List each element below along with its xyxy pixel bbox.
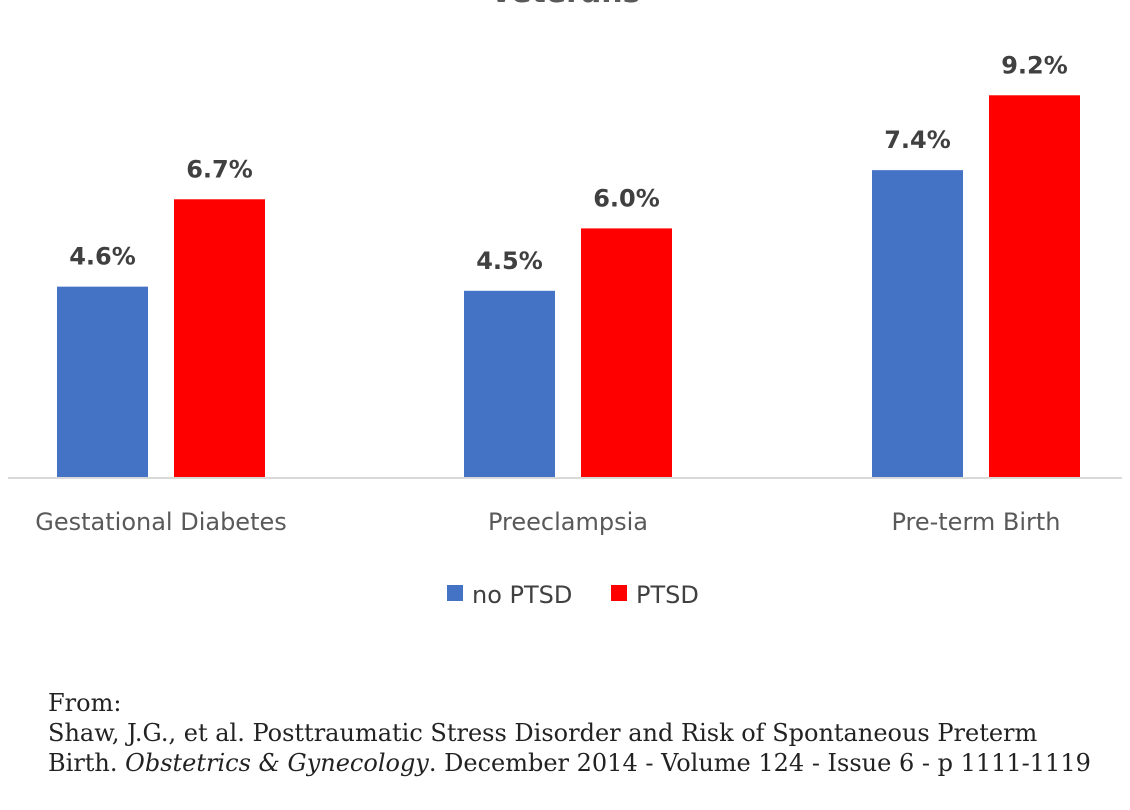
data-labels-layer: 4.6% 6.7% 4.5% 6.0% 7.4% 9.2% [69, 51, 1068, 275]
category-label-2: Pre-term Birth [891, 508, 1060, 536]
data-label-no-ptsd-0: 4.6% [69, 243, 136, 271]
citation-line-2-end: . December 2014 - Volume 124 - Issue 6 -… [428, 749, 1091, 777]
legend: no PTSD PTSD [447, 581, 699, 609]
citation-line-1: Shaw, J.G., et al. Posttraumatic Stress … [48, 719, 1038, 747]
data-label-ptsd-2: 9.2% [1001, 51, 1068, 79]
legend-swatch-no-ptsd [447, 585, 463, 601]
data-label-no-ptsd-2: 7.4% [884, 126, 951, 154]
bar-chart: Veterans 4.6% 6.7% 4.5% 6.0% 7.4% 9.2% Gestat… [8, 0, 1122, 609]
legend-label-no-ptsd: no PTSD [472, 581, 572, 609]
category-label-1: Preeclampsia [488, 508, 648, 536]
bar-no-ptsd-2 [872, 170, 963, 478]
category-labels-layer: Gestational Diabetes Preeclampsia Pre-term… [35, 508, 1060, 536]
bars-layer [57, 95, 1080, 478]
data-label-no-ptsd-1: 4.5% [476, 247, 543, 275]
legend-label-ptsd: PTSD [636, 581, 699, 609]
citation-line-2-start: Birth. [48, 749, 126, 777]
citation: From: Shaw, J.G., et al. Posttraumatic S… [48, 688, 1118, 778]
category-label-0: Gestational Diabetes [35, 508, 287, 536]
bar-ptsd-1 [581, 228, 672, 478]
chart-title: Veterans [490, 0, 641, 10]
data-label-ptsd-1: 6.0% [593, 184, 660, 212]
bar-ptsd-2 [989, 95, 1080, 478]
citation-line-2: Birth. Obstetrics & Gynecology. December… [48, 748, 1118, 778]
citation-journal: Obstetrics & Gynecology [125, 749, 429, 777]
data-label-ptsd-0: 6.7% [186, 155, 253, 183]
bar-no-ptsd-0 [57, 286, 148, 478]
bar-no-ptsd-1 [464, 290, 555, 478]
bar-ptsd-0 [174, 199, 265, 478]
legend-swatch-ptsd [611, 585, 627, 601]
citation-from-label: From: [48, 689, 122, 717]
